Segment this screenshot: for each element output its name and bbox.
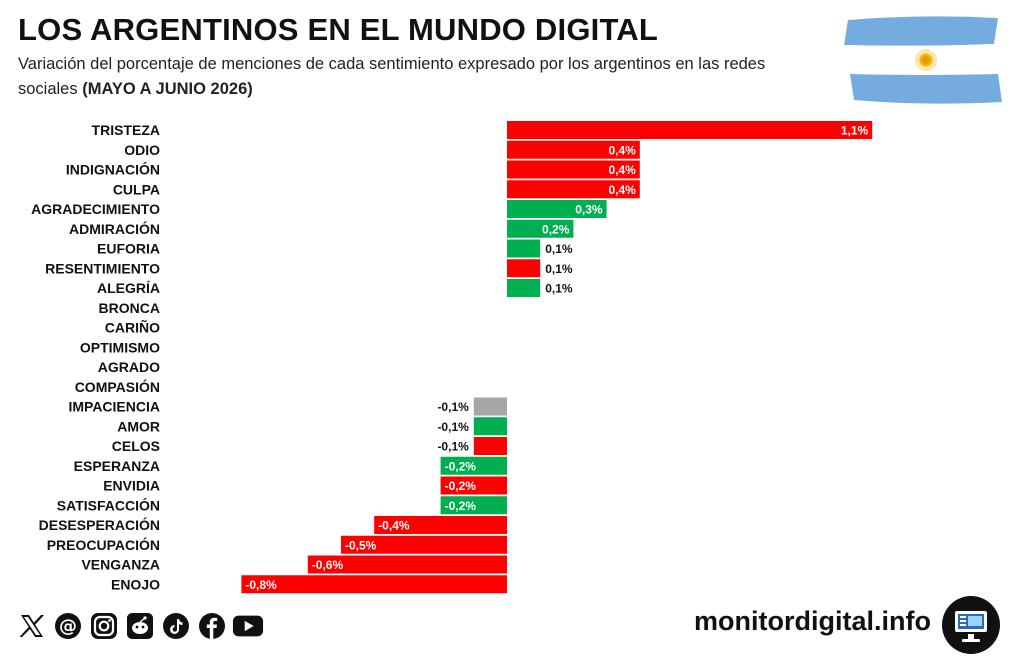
category-label-desesperacion: DESESPERACIÓN: [39, 516, 160, 533]
value-label-preocupacion: -0,5%: [345, 538, 377, 552]
value-label-alegria: 0,1%: [545, 282, 573, 296]
value-label-indignacion: 0,4%: [608, 163, 636, 177]
bar-culpa: [507, 180, 640, 199]
value-label-envidia: -0,2%: [445, 479, 477, 493]
category-label-alegria: ALEGRÍA: [97, 280, 160, 296]
value-label-culpa: 0,4%: [608, 183, 636, 197]
value-label-tristeza: 1,1%: [841, 124, 869, 138]
category-label-esperanza: ESPERANZA: [74, 458, 160, 474]
value-label-enojo: -0,8%: [245, 578, 277, 592]
subtitle-period: (MAYO A JUNIO 2026): [82, 80, 253, 98]
category-label-admiracion: ADMIRACIÓN: [69, 220, 160, 237]
youtube-icon[interactable]: [232, 610, 264, 642]
category-label-euforia: EUFORIA: [97, 241, 160, 257]
page-title: LOS ARGENTINOS EN EL MUNDO DIGITAL: [18, 12, 659, 47]
category-label-amor: AMOR: [117, 418, 160, 434]
bar-alegria: [507, 279, 541, 297]
value-label-satisfaccion: -0,2%: [445, 499, 477, 513]
bar-tristeza: [507, 121, 873, 139]
value-label-resentimiento: 0,1%: [545, 262, 573, 276]
x-icon[interactable]: [16, 610, 48, 642]
category-label-celos: CELOS: [112, 438, 160, 454]
website-url[interactable]: monitordigital.info: [694, 606, 931, 636]
value-label-impaciencia: -0,1%: [437, 400, 469, 414]
threads-icon[interactable]: @: [52, 610, 84, 642]
category-label-preocupacion: PREOCUPACIÓN: [47, 536, 160, 553]
value-label-celos: -0,1%: [437, 440, 469, 454]
value-label-esperanza: -0,2%: [445, 459, 477, 473]
tiktok-icon[interactable]: [160, 610, 192, 642]
bar-esperanza: [440, 456, 507, 475]
value-label-venganza: -0,6%: [312, 558, 344, 572]
facebook-icon[interactable]: [196, 610, 228, 642]
value-label-admiracion: 0,2%: [542, 222, 570, 236]
social-icons: @: [16, 609, 264, 643]
category-label-agrado: AGRADO: [98, 359, 160, 375]
category-label-venganza: VENGANZA: [81, 557, 160, 573]
bar-agradecimiento: [507, 200, 607, 218]
bar-enojo: [241, 575, 507, 594]
reddit-icon[interactable]: [124, 610, 156, 642]
bar-impaciencia: [473, 397, 507, 416]
value-label-euforia: 0,1%: [545, 242, 573, 256]
value-label-desesperacion: -0,4%: [378, 519, 410, 533]
monitor-icon: [942, 596, 1000, 654]
category-label-enojo: ENOJO: [111, 576, 160, 592]
bar-amor: [473, 417, 507, 436]
subtitle: Variación del porcentaje de menciones de…: [18, 52, 818, 102]
category-label-optimismo: OPTIMISMO: [80, 339, 160, 355]
bar-celos: [473, 437, 507, 455]
category-label-bronca: BRONCA: [99, 300, 160, 316]
category-label-agradecimiento: AGRADECIMIENTO: [31, 201, 160, 217]
category-label-envidia: ENVIDIA: [103, 478, 160, 494]
value-label-agradecimiento: 0,3%: [575, 203, 603, 217]
bar-odio: [507, 140, 640, 159]
argentina-flag-icon: [844, 16, 1002, 104]
category-label-indignacion: INDIGNACIÓN: [66, 161, 160, 178]
svg-text:@: @: [59, 616, 77, 637]
category-label-culpa: CULPA: [113, 181, 160, 197]
bar-euforia: [507, 239, 541, 258]
bar-venganza: [307, 555, 507, 574]
bar-envidia: [440, 476, 507, 495]
subtitle-text: Variación del porcentaje de menciones de…: [18, 55, 766, 98]
value-label-odio: 0,4%: [608, 143, 636, 157]
category-label-odio: ODIO: [124, 142, 160, 158]
instagram-icon[interactable]: [88, 610, 120, 642]
category-label-tristeza: TRISTEZA: [92, 122, 160, 138]
bar-desesperacion: [374, 516, 507, 534]
category-label-resentimiento: RESENTIMIENTO: [45, 260, 160, 276]
value-label-amor: -0,1%: [437, 420, 469, 434]
category-label-compasion: COMPASIÓN: [75, 378, 160, 395]
category-label-satisfaccion: SATISFACCIÓN: [57, 496, 160, 513]
bar-satisfaccion: [440, 496, 507, 515]
bar-admiracion: [507, 219, 574, 238]
bar-preocupacion: [341, 535, 507, 554]
bar-resentimiento: [507, 259, 541, 278]
bar-indignacion: [507, 160, 640, 179]
category-label-carino: CARIÑO: [105, 319, 160, 336]
category-label-impaciencia: IMPACIENCIA: [68, 399, 160, 415]
